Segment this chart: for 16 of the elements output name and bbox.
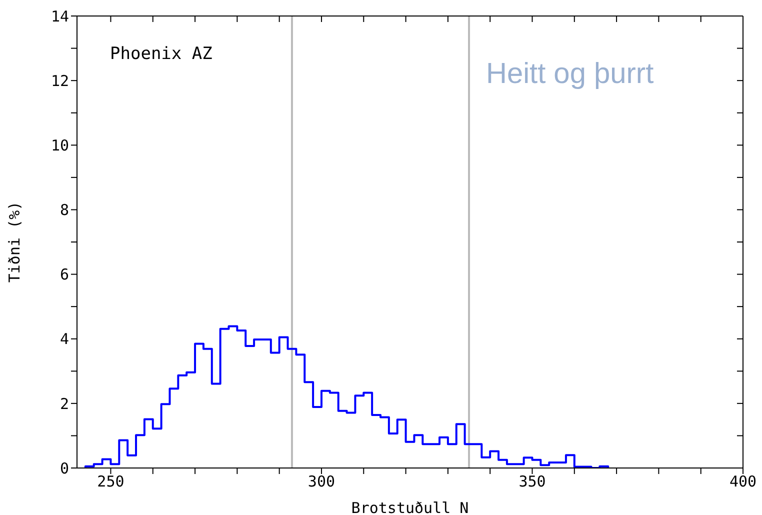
y-tick-label: 10 xyxy=(50,136,69,154)
y-tick-label: 2 xyxy=(60,394,69,413)
annotation: Heitt og þurrt xyxy=(486,58,654,91)
x-tick-label: 300 xyxy=(308,472,336,491)
y-tick-label: 14 xyxy=(50,7,69,26)
y-tick-label: 12 xyxy=(50,72,69,90)
y-tick-label: 4 xyxy=(60,330,69,348)
x-tick-label: 350 xyxy=(518,472,546,491)
y-tick-label: 6 xyxy=(60,266,69,284)
annotation: Phoenix AZ xyxy=(110,44,212,64)
y-tick-label: 8 xyxy=(60,201,69,220)
x-axis-title: Brotstuðull N xyxy=(351,499,469,515)
x-tick-label: 250 xyxy=(97,472,124,491)
x-tick-label: 400 xyxy=(729,472,757,491)
y-tick-label: 0 xyxy=(60,459,69,478)
y-axis-title: Tiðni (%) xyxy=(5,201,24,283)
